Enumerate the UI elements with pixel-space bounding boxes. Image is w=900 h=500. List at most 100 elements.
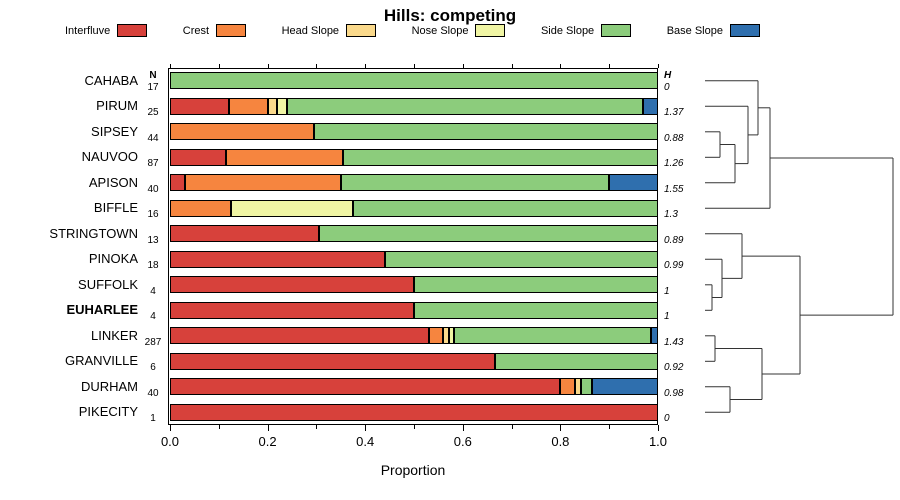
bar-segment-side-slope <box>494 352 658 370</box>
bar-segment-interfluve <box>170 301 414 319</box>
plot-area <box>168 68 658 425</box>
axis-tick <box>170 64 171 68</box>
row-label: PIRUM <box>96 98 138 114</box>
row-n-value: 4 <box>150 285 156 297</box>
axis-tick-label: 0.4 <box>356 434 375 449</box>
stacked-bar <box>170 225 658 243</box>
axis-tick <box>560 425 562 431</box>
axis-tick <box>609 64 611 68</box>
row-n-value: 17 <box>147 81 159 93</box>
row-label: APISON <box>88 174 138 190</box>
row-label: DURHAM <box>80 378 138 394</box>
bar-segment-interfluve <box>170 225 319 243</box>
bar-segment-side-slope <box>343 148 658 166</box>
stacked-bar <box>170 174 658 192</box>
axis-tick <box>511 64 513 68</box>
row-n-value: 87 <box>147 158 159 170</box>
axis-tick <box>218 425 220 429</box>
row-h-value: 1.55 <box>664 183 684 195</box>
axis-tick <box>511 425 513 429</box>
bar-segment-side-slope <box>414 301 658 319</box>
legend-label: Nose Slope <box>411 24 469 37</box>
h-column-header: H <box>664 70 672 81</box>
stacked-bar <box>170 276 658 294</box>
legend-label: Base Slope <box>666 24 723 37</box>
legend-item-crest: Crest <box>182 24 247 37</box>
interfluve-swatch <box>117 24 148 37</box>
row-label: PIKECITY <box>78 404 138 420</box>
row-h-value: 1.43 <box>664 336 684 348</box>
legend-item-base-slope: Base Slope <box>667 24 760 37</box>
axis-tick <box>462 64 464 68</box>
row-label: CAHABA <box>84 72 138 88</box>
bar-segment-head-slope <box>443 327 450 345</box>
axis-tick <box>365 64 367 68</box>
axis-tick <box>658 64 659 68</box>
crest-swatch <box>216 24 247 37</box>
bar-segment-side-slope <box>170 72 658 90</box>
row-n-value: 40 <box>147 387 159 399</box>
bar-segment-side-slope <box>313 123 658 141</box>
chart-title: Hills: competing <box>383 6 517 25</box>
row-n-value: 40 <box>147 183 159 195</box>
axis-tick <box>316 425 318 429</box>
bar-segment-interfluve <box>170 174 185 192</box>
axis-tick <box>560 64 562 68</box>
axis-tick <box>267 64 269 68</box>
stacked-bar <box>170 352 658 370</box>
bar-segment-side-slope <box>340 174 610 192</box>
legend-label: Crest <box>182 24 210 37</box>
legend-item-nose-slope: Nose Slope <box>412 24 506 37</box>
bar-segment-head-slope <box>575 378 581 396</box>
row-h-value: 0.92 <box>664 362 684 374</box>
legend-label: Interfluve <box>65 24 111 37</box>
row-n-value: 44 <box>147 132 159 144</box>
bar-segment-interfluve <box>170 378 561 396</box>
bar-segment-side-slope <box>454 327 651 345</box>
row-h-value: 1 <box>664 311 670 323</box>
bar-segment-interfluve <box>170 403 658 421</box>
legend-item-side-slope: Side Slope <box>540 24 632 37</box>
axis-tick <box>170 425 171 431</box>
bar-segment-crest <box>184 174 341 192</box>
row-n-value: 4 <box>150 311 156 323</box>
row-n-value: 13 <box>147 234 159 246</box>
stacked-bar <box>170 327 658 345</box>
stacked-bar <box>170 378 658 396</box>
bar-segment-crest <box>170 123 314 141</box>
head-slope-swatch <box>346 24 377 37</box>
row-h-value: 1 <box>664 285 670 297</box>
bar-segment-crest <box>226 148 344 166</box>
row-h-value: 1.26 <box>664 158 684 170</box>
bar-segment-interfluve <box>170 97 229 115</box>
bar-segment-side-slope <box>580 378 593 396</box>
row-h-value: 0.98 <box>664 387 684 399</box>
nose-slope-swatch <box>475 24 506 37</box>
bar-segment-interfluve <box>170 250 385 268</box>
row-label: SIPSEY <box>91 123 138 139</box>
x-axis-label: Proportion <box>380 462 446 478</box>
row-label: STRINGTOWN <box>49 225 138 241</box>
legend-label: Side Slope <box>540 24 595 37</box>
stacked-bar <box>170 123 658 141</box>
row-label: NAUVOO <box>81 149 138 165</box>
bar-segment-side-slope <box>353 199 658 217</box>
row-h-value: 0.89 <box>664 234 684 246</box>
stacked-bar <box>170 72 658 90</box>
axis-tick <box>365 425 367 431</box>
legend: Interfluve Crest Head Slope Nose Slope Side … <box>65 24 760 37</box>
stacked-bar <box>170 250 658 268</box>
bar-segment-interfluve <box>170 352 495 370</box>
axis-tick-label: 0.2 <box>258 434 277 449</box>
row-h-value: 0 <box>664 81 670 93</box>
bar-segment-side-slope <box>414 276 658 294</box>
row-label: SUFFOLK <box>78 276 138 292</box>
bar-segment-head-slope <box>267 97 278 115</box>
axis-tick-label: 0.8 <box>551 434 570 449</box>
base-slope-swatch <box>729 24 760 37</box>
bar-segment-interfluve <box>170 276 414 294</box>
stacked-bar <box>170 97 658 115</box>
stacked-bar <box>170 199 658 217</box>
legend-item-interfluve: Interfluve <box>65 24 148 37</box>
